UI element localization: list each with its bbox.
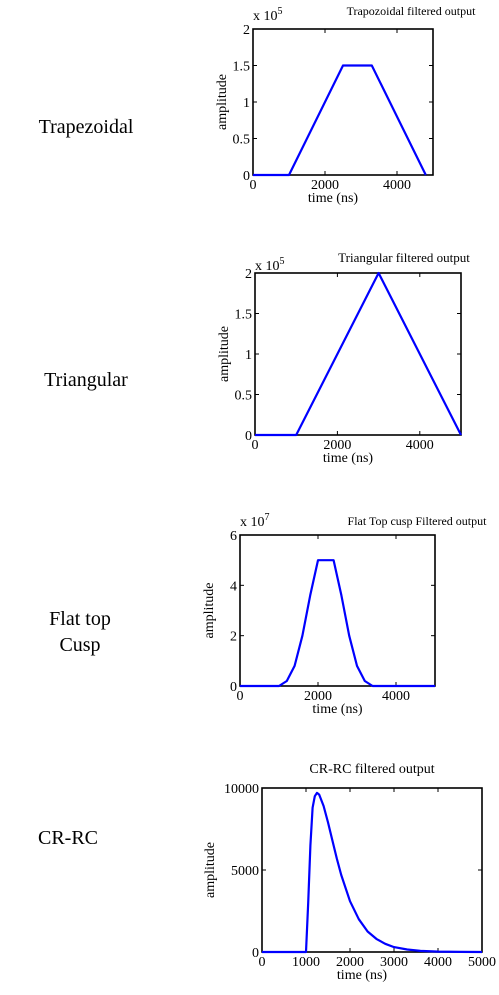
x-axis-label: time (ns) — [312, 702, 362, 717]
y-tick-label: 0 — [252, 946, 259, 961]
chart-panel: 0 1000 2000 3000 4000 5000 0 5000 10000 CR-RC fil… — [203, 762, 496, 983]
y-tick-label: 10000 — [224, 782, 259, 797]
y-tick-label: 6 — [230, 529, 237, 544]
x-tick-label: 4000 — [382, 689, 410, 704]
y-tick-label: 0.5 — [233, 133, 251, 148]
y-axis-label: amplitude — [215, 74, 230, 130]
y-tick-label: 1.5 — [235, 308, 253, 323]
x-tick-label: 0 — [252, 438, 259, 453]
series-line — [240, 559, 435, 688]
row-label-triangular: Triangular — [44, 369, 128, 391]
plot-frame — [254, 272, 462, 436]
y-tick-label: 1 — [245, 348, 252, 363]
x-tick-label: 2000 — [323, 438, 351, 453]
plot-frame — [239, 534, 436, 687]
y-tick-label: 0.5 — [235, 389, 253, 404]
x-tick-label: 3000 — [380, 955, 408, 970]
x-tick-label: 4000 — [383, 178, 411, 193]
x-axis-label: time (ns) — [323, 451, 373, 466]
plot-frame — [252, 28, 434, 176]
row-label-flat-top-cusp: Flat top Cusp — [49, 608, 111, 656]
chart-panel: 0 2000 4000 0 0.5 1 1.5 2 Triangular filtered ou… — [217, 250, 470, 466]
exponent-label: x 107 — [240, 512, 270, 530]
chart-panel: 0 2000 4000 0 2 4 6 Flat Top cusp Filtered outp… — [202, 512, 487, 717]
row-label-trapezoidal: Trapezoidal — [38, 116, 134, 138]
x-tick-label: 2000 — [311, 178, 339, 193]
x-tick-label: 2000 — [336, 955, 364, 970]
chart-title: CR-RC filtered output — [309, 762, 434, 777]
y-tick-label: 4 — [230, 579, 237, 594]
exponent-label: x 105 — [253, 6, 283, 24]
y-tick-label: 2 — [230, 630, 237, 645]
plot-frame — [261, 787, 483, 953]
x-tick-label: 2000 — [304, 689, 332, 704]
chart-title: Trapozoidal filtered output — [347, 4, 477, 18]
y-tick-label: 2 — [245, 267, 252, 282]
y-tick-label: 0 — [245, 429, 252, 444]
y-tick-label: 0 — [230, 680, 237, 695]
y-axis-label: amplitude — [202, 583, 217, 639]
series-line — [253, 64, 427, 177]
series-line — [255, 271, 462, 437]
y-tick-label: 0 — [243, 169, 250, 184]
exponent-label: x 105 — [255, 256, 285, 274]
y-tick-label: 1.5 — [233, 60, 251, 75]
x-tick-label: 0 — [237, 689, 244, 704]
y-tick-label: 5000 — [231, 864, 259, 879]
chart-title: Flat Top cusp Filtered output — [348, 514, 488, 528]
y-axis-label: amplitude — [203, 842, 218, 898]
x-tick-label: 4000 — [424, 955, 452, 970]
x-axis-label: time (ns) — [337, 968, 387, 983]
row-label-cr-rc: CR-RC — [37, 827, 99, 849]
x-tick-label: 0 — [250, 178, 257, 193]
x-tick-label: 5000 — [468, 955, 496, 970]
x-tick-label: 0 — [259, 955, 266, 970]
chart-panel: 0 2000 4000 0 0.5 1 1.5 2 Trapozoidal filtered o… — [215, 4, 476, 206]
x-tick-label: 4000 — [406, 438, 434, 453]
x-axis-label: time (ns) — [308, 191, 358, 206]
y-tick-label: 2 — [243, 23, 250, 38]
x-tick-label: 1000 — [292, 955, 320, 970]
y-tick-label: 1 — [243, 96, 250, 111]
chart-title: Triangular filtered output — [338, 250, 470, 265]
series-line — [262, 791, 483, 954]
y-axis-label: amplitude — [217, 326, 232, 382]
